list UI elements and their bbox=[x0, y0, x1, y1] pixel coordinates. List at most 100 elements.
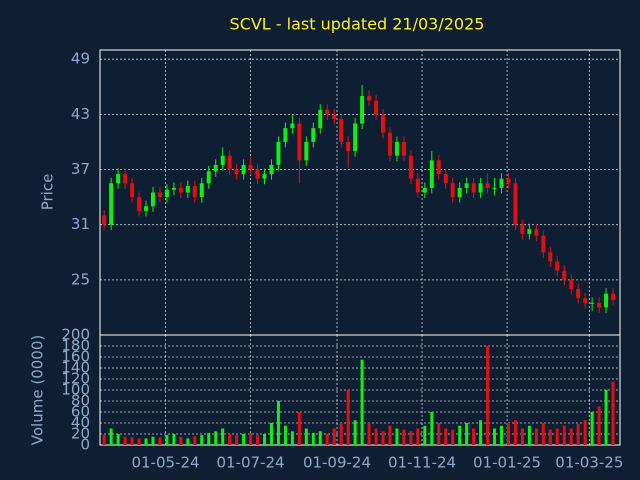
volume-bar bbox=[325, 434, 329, 445]
candle-body bbox=[123, 174, 128, 184]
volume-bar bbox=[235, 435, 239, 445]
candle-body bbox=[604, 293, 609, 308]
volume-bar bbox=[130, 437, 134, 445]
candle-body bbox=[429, 160, 434, 188]
volume-bar bbox=[416, 428, 420, 445]
candle-body bbox=[241, 164, 246, 175]
candle-body bbox=[192, 186, 197, 198]
candle-body bbox=[206, 171, 211, 184]
candle-body bbox=[276, 141, 281, 165]
y-tick-label: 40 bbox=[71, 414, 90, 432]
volume-bar bbox=[444, 428, 448, 445]
volume-bar bbox=[332, 428, 336, 445]
candle-body bbox=[353, 123, 358, 152]
candle-body bbox=[199, 183, 204, 198]
candle-body bbox=[150, 192, 155, 207]
volume-bar bbox=[179, 436, 183, 445]
candle-body bbox=[234, 169, 239, 175]
volume-bar bbox=[228, 434, 232, 445]
y-tick-label: 49 bbox=[71, 50, 90, 68]
candle-body bbox=[339, 118, 344, 142]
candle-body bbox=[597, 302, 602, 308]
candle-body bbox=[590, 302, 595, 304]
candle-body bbox=[443, 174, 448, 184]
candle-body bbox=[562, 270, 567, 280]
volume-bar bbox=[500, 425, 504, 445]
y-tick-label: 160 bbox=[61, 348, 90, 366]
volume-bar bbox=[486, 346, 490, 445]
volume-bar bbox=[207, 432, 211, 445]
volume-bar bbox=[388, 425, 392, 445]
volume-bar bbox=[290, 431, 294, 445]
candle-body bbox=[541, 235, 546, 253]
volume-bar bbox=[318, 431, 322, 445]
volume-bar bbox=[339, 423, 343, 445]
y-tick-label: 0 bbox=[80, 436, 90, 454]
volume-bar bbox=[123, 436, 127, 445]
volume-bar bbox=[451, 429, 455, 445]
candle-body bbox=[213, 164, 218, 172]
volume-bar bbox=[102, 435, 106, 445]
volume-bar bbox=[527, 425, 531, 445]
y-tick-label: 31 bbox=[71, 215, 90, 233]
volume-bar bbox=[165, 435, 169, 445]
volume-bar bbox=[381, 431, 385, 445]
candle-body bbox=[457, 187, 462, 198]
candle-body bbox=[318, 109, 323, 129]
y-axis-label: Price bbox=[39, 174, 57, 211]
candle-body bbox=[311, 128, 316, 142]
volume-bar bbox=[465, 423, 469, 445]
volume-bar bbox=[590, 412, 594, 445]
volume-bar bbox=[193, 436, 197, 445]
volume-bar bbox=[242, 434, 246, 445]
candle-body bbox=[297, 123, 302, 161]
candle-body bbox=[220, 155, 225, 165]
candle-body bbox=[415, 178, 420, 193]
candle-body bbox=[583, 298, 588, 303]
x-tick-label: 01-01-25 bbox=[473, 454, 541, 472]
candle-body bbox=[381, 114, 386, 133]
volume-bar bbox=[395, 428, 399, 445]
volume-bar bbox=[548, 429, 552, 445]
y-tick-label: 43 bbox=[71, 105, 90, 123]
y-tick-label: 20 bbox=[71, 425, 90, 443]
candle-body bbox=[360, 95, 365, 124]
candle-body bbox=[506, 178, 511, 184]
candle-body bbox=[464, 183, 469, 188]
volume-bar bbox=[214, 431, 218, 445]
candle-body bbox=[548, 252, 553, 262]
volume-bar bbox=[367, 423, 371, 445]
volume-bar bbox=[423, 425, 427, 445]
candle-body bbox=[576, 289, 581, 299]
volume-bar bbox=[172, 434, 176, 445]
volume-bar bbox=[458, 425, 462, 445]
candle-body bbox=[471, 183, 476, 193]
candle-body bbox=[130, 183, 135, 198]
volume-bar bbox=[200, 435, 204, 445]
candle-body bbox=[569, 279, 574, 290]
volume-bar bbox=[569, 428, 573, 445]
volume-bar bbox=[611, 381, 615, 445]
volume-bar bbox=[555, 428, 559, 445]
candle-body bbox=[555, 261, 560, 271]
volume-bar bbox=[221, 428, 225, 445]
y-tick-label: 140 bbox=[61, 359, 90, 377]
volume-bar bbox=[353, 420, 357, 445]
volume-bar bbox=[137, 438, 141, 445]
y-tick-label: 80 bbox=[71, 392, 90, 410]
volume-bar bbox=[109, 428, 113, 445]
volume-bar bbox=[493, 428, 497, 445]
candle-body bbox=[332, 114, 337, 119]
candle-body bbox=[164, 189, 169, 198]
volume-bar bbox=[520, 428, 524, 445]
volume-bar bbox=[430, 412, 434, 445]
candle-body bbox=[227, 155, 232, 170]
y-tick-label: 200 bbox=[61, 326, 90, 344]
candle-body bbox=[283, 128, 288, 142]
x-tick-label: 01-03-25 bbox=[555, 454, 623, 472]
candle-body bbox=[367, 95, 372, 101]
candle-body bbox=[157, 192, 162, 198]
x-tick-label: 01-11-24 bbox=[388, 454, 456, 472]
candle-body bbox=[248, 164, 253, 170]
